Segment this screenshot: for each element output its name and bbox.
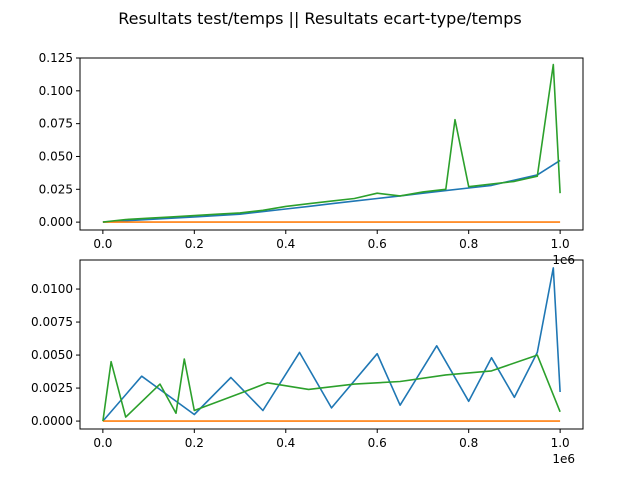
y-tick-label: 0.0100 <box>31 282 73 296</box>
x-tick-label: 0.0 <box>93 436 112 450</box>
x-tick-label: 0.4 <box>276 436 295 450</box>
y-tick-label: 0.050 <box>39 149 73 163</box>
x-tick-label: 1.0 <box>551 436 570 450</box>
y-tick-label: 0.0025 <box>31 381 73 395</box>
y-tick-label: 0.0050 <box>31 348 73 362</box>
series-line-0-0 <box>102 159 561 223</box>
x-tick-label: 0.4 <box>276 237 295 251</box>
plot-area-1 <box>102 267 561 422</box>
x-tick-label: 0.6 <box>368 436 387 450</box>
y-tick-label: 0.0075 <box>31 315 73 329</box>
subplot-top: 0.0 0.2 0.4 0.6 0.8 1.0 0.000 0.025 0.050 0.075 0.… <box>39 51 584 267</box>
series-line-1-2 <box>102 354 561 422</box>
x-tick-label: 0.6 <box>368 237 387 251</box>
series-line-0-2 <box>102 63 561 223</box>
x-tick-label: 0.8 <box>459 237 478 251</box>
y-tick-label: 0.100 <box>39 84 73 98</box>
x-tick-label: 1.0 <box>551 237 570 251</box>
subplot-bottom: 0.0 0.2 0.4 0.6 0.8 1.0 0.0000 0.0025 0.0050 0.00… <box>31 259 584 466</box>
x-tick-label: 0.0 <box>93 237 112 251</box>
x-tick-label: 0.8 <box>459 436 478 450</box>
axes-frame-1 <box>79 259 584 430</box>
x-tick-label: 0.2 <box>185 237 204 251</box>
x-offset-label: 1e6 <box>552 452 575 466</box>
y-tick-label: 0.000 <box>39 215 73 229</box>
x-tick-label: 0.2 <box>185 436 204 450</box>
plot-area-0 <box>102 63 561 223</box>
y-tick-label: 0.0000 <box>31 414 73 428</box>
figure-suptitle: Resultats test/temps || Resultats ecart-… <box>118 9 522 28</box>
y-tick-label: 0.025 <box>39 182 73 196</box>
series-line-1-0 <box>102 267 561 422</box>
y-tick-label: 0.125 <box>39 51 73 65</box>
y-tick-label: 0.075 <box>39 117 73 131</box>
axes-frame-0 <box>79 57 584 231</box>
